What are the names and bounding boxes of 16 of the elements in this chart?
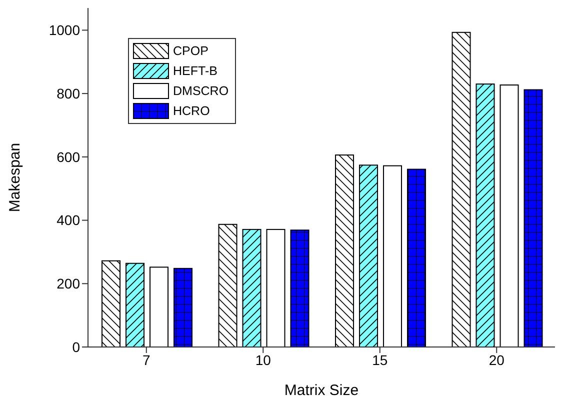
x-tick-label: 7: [142, 352, 150, 368]
y-tick-label: 200: [56, 276, 80, 292]
x-tick-label: 15: [372, 352, 388, 368]
x-tick-label: 10: [255, 352, 272, 368]
y-tick-label: 400: [56, 212, 80, 228]
legend-label: HEFT-B: [173, 64, 218, 78]
y-tick-label: 0: [72, 338, 80, 355]
y-tick-label: 800: [56, 86, 80, 102]
x-axis-title: Matrix Size: [284, 382, 359, 399]
y-tick-label: 1000: [48, 22, 80, 38]
y-axis-title: Makespan: [6, 142, 24, 212]
y-tick-label: 600: [56, 148, 80, 165]
legend-label: CPOP: [173, 44, 208, 58]
legend-label: HCRO: [173, 104, 210, 118]
legend-label: DMSCRO: [173, 84, 229, 98]
x-tick-label: 20: [488, 352, 505, 368]
